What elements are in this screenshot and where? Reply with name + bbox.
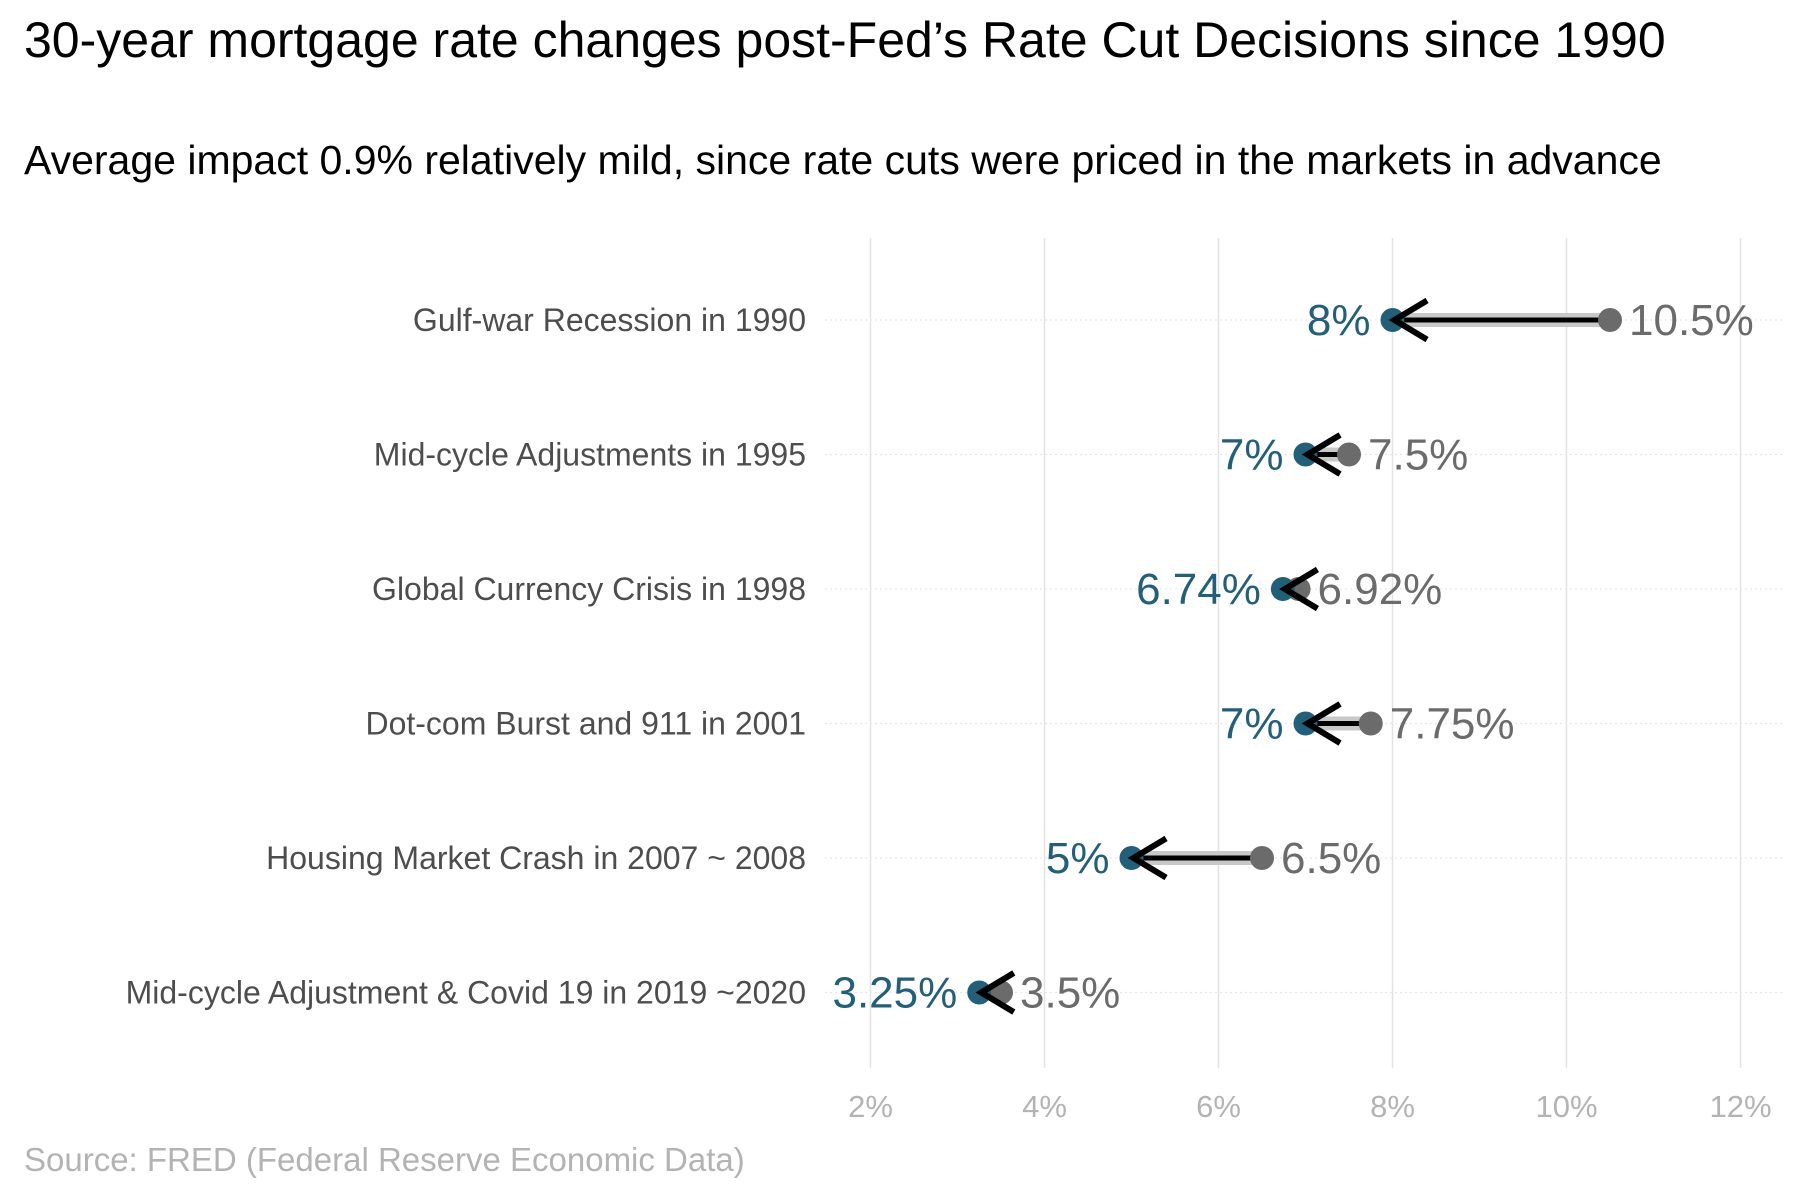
before-value-label: 3.5%: [1020, 969, 1120, 1018]
before-value-label: 7.5%: [1368, 431, 1468, 480]
x-tick-label: 4%: [1022, 1089, 1067, 1124]
after-value-label: 5%: [1046, 834, 1110, 883]
dumbbell-marks: 8% 10.5% 7% 7.5% 6.74% 6.92% 7% 7.75% 5% 6.5% 3.25…: [832, 296, 1753, 1018]
after-value-label: 7%: [1220, 700, 1284, 749]
x-tick-label: 8%: [1370, 1089, 1415, 1124]
after-value-label: 6.74%: [1136, 565, 1261, 614]
before-value-label: 6.5%: [1281, 834, 1381, 883]
before-point: [1250, 846, 1274, 870]
category-label: Mid-cycle Adjustment & Covid 19 in 2019 …: [126, 975, 806, 1011]
chart-title: 30-year mortgage rate changes post-Fed’s…: [24, 12, 1666, 68]
before-point: [1337, 442, 1361, 467]
category-label: Mid-cycle Adjustments in 1995: [374, 437, 806, 473]
arrow-head: [975, 970, 1016, 1015]
arrow-head: [1279, 566, 1319, 612]
chart-subtitle: Average impact 0.9% relatively mild, sin…: [24, 137, 1662, 183]
x-tick-label: 2%: [848, 1089, 893, 1124]
category-label: Dot-com Burst and 911 in 2001: [365, 706, 806, 742]
grid-lines: [825, 238, 1785, 1068]
before-value-label: 6.92%: [1318, 565, 1443, 614]
before-point: [1598, 308, 1622, 332]
category-label: Global Currency Crisis in 1998: [372, 571, 806, 607]
category-label: Housing Market Crash in 2007 ~ 2008: [266, 840, 806, 876]
arrow-head: [1127, 835, 1168, 881]
x-axis-tick-labels: 2% 4% 6% 8% 10% 12%: [848, 1089, 1771, 1124]
category-label: Gulf-war Recession in 1990: [413, 302, 806, 338]
x-tick-label: 6%: [1196, 1089, 1241, 1124]
x-tick-label: 12%: [1709, 1089, 1771, 1124]
after-value-label: 8%: [1307, 296, 1371, 345]
arrow-head: [1388, 297, 1429, 343]
category-labels: Gulf-war Recession in 1990 Mid-cycle Adju…: [126, 302, 806, 1011]
arrow-head: [1301, 432, 1342, 477]
x-tick-label: 10%: [1535, 1089, 1597, 1124]
arrow-head: [1301, 701, 1342, 746]
before-value-label: 10.5%: [1629, 296, 1754, 345]
source-caption: Source: FRED (Federal Reserve Economic D…: [24, 1141, 745, 1178]
after-value-label: 3.25%: [832, 969, 957, 1018]
before-point: [1358, 711, 1383, 736]
after-value-label: 7%: [1220, 431, 1284, 480]
before-value-label: 7.75%: [1390, 700, 1515, 749]
